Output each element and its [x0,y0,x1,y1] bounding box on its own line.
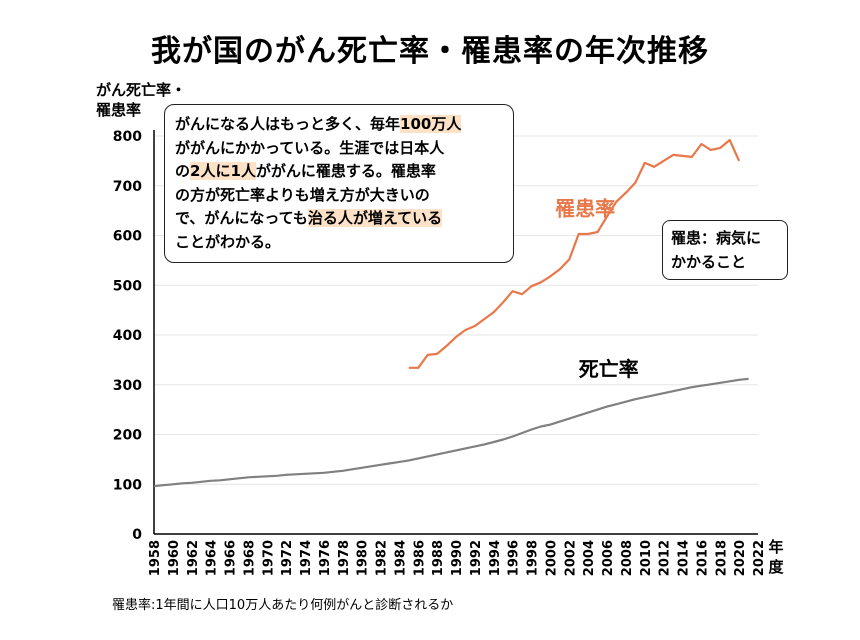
y-tick-label: 0 [132,527,142,543]
y-tick-label: 500 [113,278,142,294]
y-axis-label-line2: 罹患率 [96,101,142,119]
y-axis-label: がん死亡率・ 罹患率 [96,80,186,120]
x-tick-label: 1984 [393,540,408,576]
x-tick-label: 1994 [488,540,503,576]
callout-text: ががんにかかっている。生涯では日本人 [175,138,445,157]
y-tick-label: 400 [113,328,142,344]
x-tick-label: 1992 [469,540,484,576]
x-tick-label: 1978 [337,540,352,576]
definition-box: 罹患：病気に かかること [662,220,788,280]
x-tick-label: 1998 [526,540,541,576]
callout-highlight: 2人に1人 [190,162,256,180]
callout-text: で、がんになっても [175,209,308,227]
x-tick-label: 1964 [205,540,220,576]
x-tick-label: 1968 [242,540,257,576]
x-axis-label: 度 [768,558,784,576]
callout-box: がんになる人はもっと多く、毎年100万人 ががんにかかっている。生涯では日本人 … [164,104,514,263]
x-tick-label: 2000 [544,540,559,576]
x-tick-label: 1960 [167,540,182,576]
x-tick-label: 2014 [677,540,692,576]
y-tick-label: 600 [113,229,142,245]
x-tick-label: 2004 [582,540,597,576]
x-tick-label: 2010 [639,540,654,576]
incidence-rate-line [408,138,741,369]
footnote: 罹患率:1年間に人口10万人あたり何例がんと診断されるか [112,598,454,613]
x-tick-label: 1988 [431,540,446,576]
x-tick-label: 2022 [752,540,767,576]
x-tick-label: 1974 [299,540,314,576]
callout-highlight: 治る人が増えている [307,209,443,227]
x-tick-label: 2006 [601,540,616,576]
incidence-rate-label: 罹患率 [555,197,615,221]
callout-text: の [175,162,191,180]
x-axis-label: 年 [768,538,783,556]
page-title: 我が国のがん死亡率・罹患率の年次推移 [151,34,709,69]
definition-line: かかること [671,253,747,271]
x-tick-label: 2018 [714,540,729,576]
x-tick-label: 2008 [620,540,635,576]
x-tick-label: 1976 [318,540,333,576]
death-rate-label: 死亡率 [579,357,639,381]
x-tick-label: 1958 [148,540,163,576]
callout-text: の方が死亡率よりも増え方が大きいの [175,185,430,204]
y-tick-label: 800 [113,129,142,145]
x-tick-label: 1966 [224,540,239,576]
y-axis-label-line1: がん死亡率・ [96,81,187,99]
death-rate-line [153,377,749,488]
x-tick-label: 2016 [695,540,710,576]
x-tick-label: 1980 [356,540,371,576]
y-tick-label: 700 [113,179,142,195]
x-tick-label: 1972 [280,540,295,576]
x-tick-label: 1996 [507,540,522,576]
y-tick-label: 300 [113,378,142,394]
y-tick-label: 200 [113,428,142,444]
callout-highlight: 100万人 [400,115,462,133]
x-tick-label: 1970 [261,540,276,576]
x-tick-label: 1982 [375,540,390,576]
callout-text: ががんに罹患する。罹患率 [255,162,436,180]
x-tick-label: 2012 [658,540,673,576]
x-tick-label: 1990 [450,540,465,576]
x-tick-label: 1962 [186,540,201,576]
y-tick-label: 100 [113,477,142,493]
x-tick-label: 2020 [733,540,748,576]
callout-text: ことがわかる。 [175,232,281,251]
x-tick-label: 2002 [563,540,578,576]
definition-line: 罹患：病気に [671,229,762,247]
callout-text: がんになる人はもっと多く、毎年 [175,115,401,133]
x-tick-label: 1986 [412,540,427,576]
